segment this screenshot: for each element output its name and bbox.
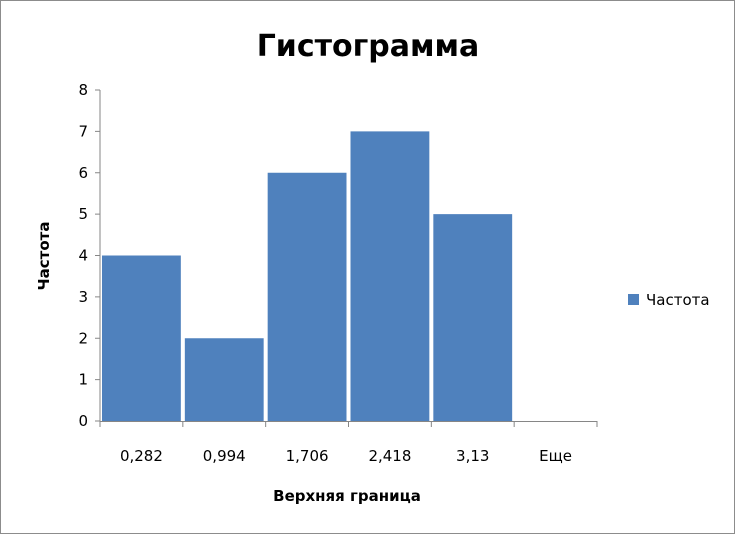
bar-3 [350, 131, 430, 422]
y-tick-label: 1 [78, 371, 88, 389]
y-tick-label: 5 [78, 205, 88, 223]
x-ticks-group: 0,282 0,994 1,706 2,418 3,13 Еще [99, 421, 598, 465]
x-tick-label: 2,418 [368, 447, 411, 465]
y-tick-label: 0 [78, 412, 88, 430]
y-axis-title: Частота [35, 222, 53, 291]
y-tick-label: 4 [78, 247, 88, 265]
x-axis-title: Верхняя граница [273, 487, 421, 505]
y-tick-label: 2 [78, 329, 88, 347]
x-tick-label: Еще [539, 447, 572, 465]
bar-0 [102, 255, 181, 421]
legend-label: Частота [646, 291, 710, 309]
legend: Частота [628, 291, 710, 309]
bar-1 [184, 338, 264, 421]
legend-swatch [628, 294, 639, 305]
bar-4 [433, 214, 513, 422]
y-tick-label: 7 [78, 122, 88, 140]
chart-title: Гистограмма [257, 29, 480, 64]
y-tick-label: 6 [78, 164, 88, 182]
y-tick-label: 8 [78, 81, 88, 99]
x-tick-label: 0,282 [120, 447, 163, 465]
x-tick-label: 0,994 [203, 447, 246, 465]
bars-group [102, 131, 513, 422]
y-tick-label: 3 [78, 288, 88, 306]
x-tick-label: 3,13 [456, 447, 489, 465]
bar-2 [267, 172, 347, 421]
x-tick-label: 1,706 [286, 447, 329, 465]
y-ticks-group: 0 1 2 3 4 5 6 7 8 [78, 81, 100, 430]
